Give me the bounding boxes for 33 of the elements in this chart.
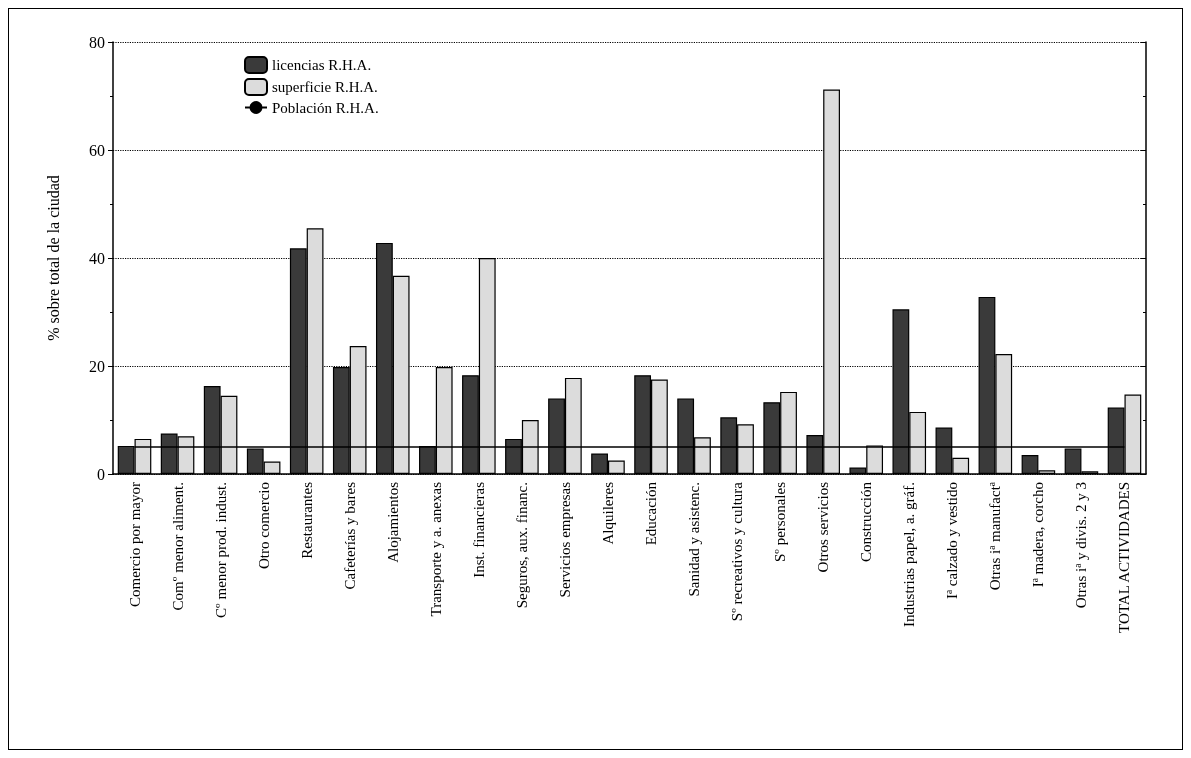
x-tick-label: Otras iª manufactª: [987, 481, 1004, 591]
x-tick-label: Cº menor prod. indust.: [212, 482, 229, 618]
x-tick-label: Iª madera, corcho: [1030, 482, 1047, 588]
y-tick-label: 40: [89, 249, 105, 267]
x-tick-label: Transporte y a. anexas: [427, 481, 444, 617]
y-tick-label: 80: [89, 33, 105, 51]
x-tick-label: TOTAL ACTIVIDADES: [1116, 482, 1133, 633]
x-tick-label: Construcción: [858, 481, 875, 562]
y-axis-title: % sobre total de la ciudad: [44, 175, 62, 341]
x-tick-label: Servicios empresas: [556, 481, 573, 598]
x-tick-label: Comº menor aliment.: [169, 482, 186, 611]
x-tick-label: Alojamientos: [384, 481, 401, 563]
x-tick-label: Otros servicios: [815, 481, 832, 573]
x-tick-label: Cafeterías y bares: [341, 481, 358, 590]
x-tick-label: Educación: [643, 481, 660, 546]
x-tick-label: Sº personales: [772, 481, 789, 563]
x-tick-label: Otras iª y divis. 2 y 3: [1073, 482, 1090, 609]
x-tick-label: Sanidad y asistenc.: [686, 482, 703, 597]
x-tick-label: Comercio por mayor: [126, 482, 143, 607]
legend-label: Población R.H.A.: [272, 99, 379, 116]
y-tick-label: 60: [89, 141, 105, 159]
y-tick-label: 0: [97, 465, 105, 483]
legend-label: licencias R.H.A.: [272, 57, 372, 73]
y-tick-label: 20: [89, 357, 105, 375]
x-tick-label: Alquileres: [599, 481, 616, 545]
x-tick-label: Seguros, aux. financ.: [513, 482, 530, 609]
x-tick-label: Industrias papel, a. gráf.: [901, 482, 918, 627]
x-tick-label: Inst. financieras: [470, 481, 487, 578]
x-tick-label: Sº recreativos y cultura: [729, 481, 746, 622]
x-tick-label: Iª calzado y vestido: [944, 482, 961, 600]
x-tick-label: Otro comercio: [255, 482, 272, 570]
legend-label: superficie R.H.A.: [272, 79, 378, 95]
x-tick-label: Restaurantes: [298, 481, 315, 559]
